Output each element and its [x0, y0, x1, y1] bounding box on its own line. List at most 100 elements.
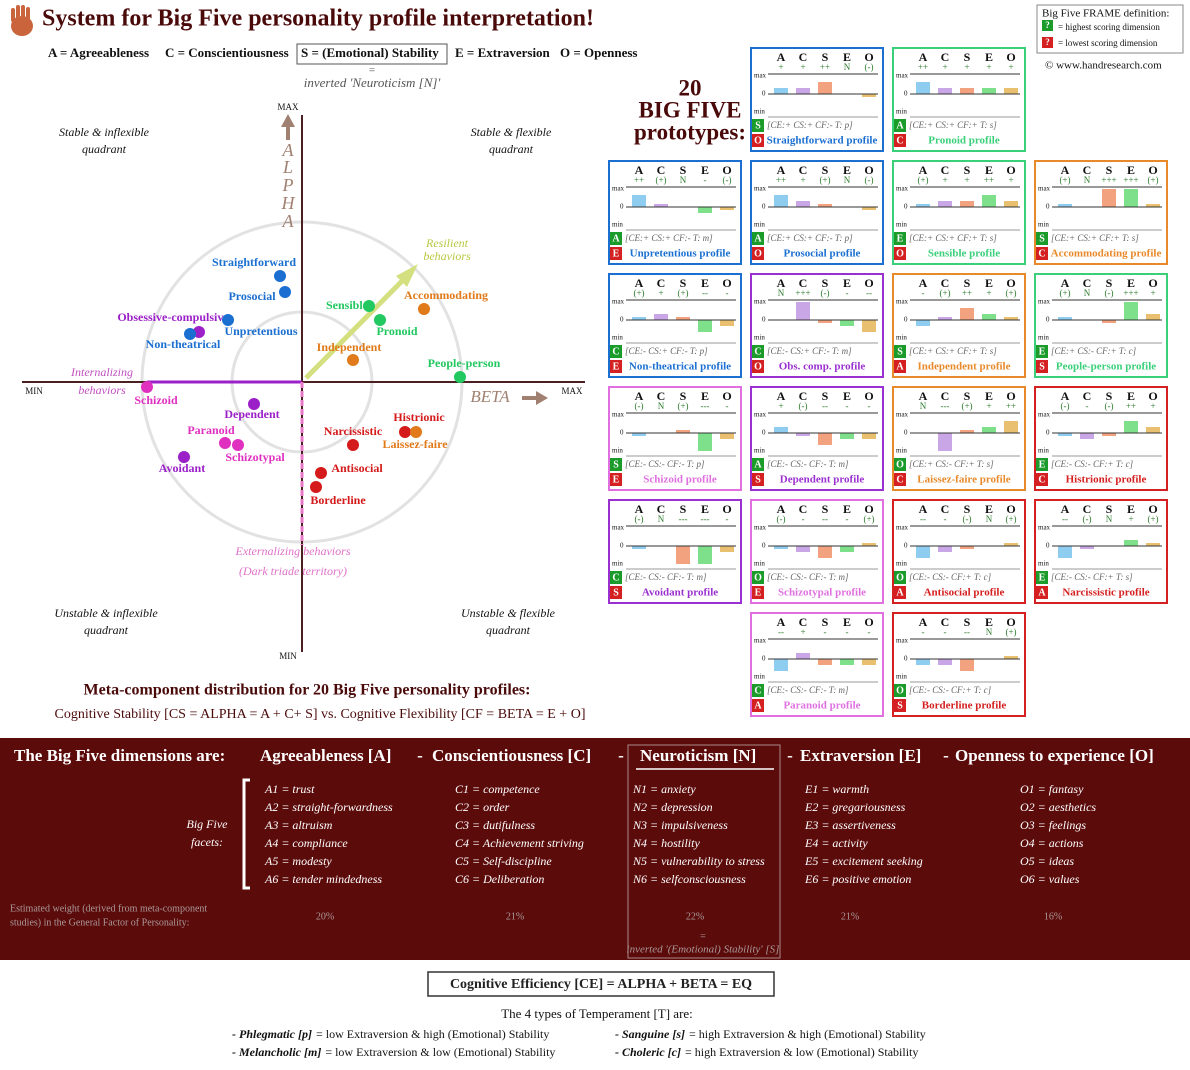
axis-zero: 0 — [904, 542, 908, 550]
mini-bar — [796, 546, 810, 552]
column-letter: A — [635, 389, 644, 403]
facet: C1 = competence — [455, 782, 540, 796]
low-letter: O — [754, 361, 762, 372]
sign: -- — [702, 288, 708, 298]
quadrant-label: Stable & inflexible — [59, 125, 150, 139]
low-swatch — [894, 699, 906, 712]
mini-bar — [1058, 433, 1072, 436]
neuroticism-box — [627, 744, 781, 959]
sign: ++ — [1006, 401, 1016, 411]
column-letter: C — [941, 163, 950, 177]
quadrant-label: quadrant — [489, 142, 534, 156]
point-label: Non-theatrical — [146, 337, 221, 351]
formula: [CE:+ CS:+ CF:+ T: s] — [909, 346, 997, 356]
low-swatch — [894, 473, 906, 486]
sign: (-) — [723, 175, 732, 185]
formula: [CE:+ CS:+ CF:- T: m] — [625, 233, 713, 243]
column-letter: C — [1083, 389, 1092, 403]
sign: - — [922, 288, 925, 298]
point-label: Accommodating — [404, 288, 488, 302]
sign: + — [1150, 401, 1155, 411]
high-letter: C — [754, 685, 761, 696]
profile-point — [410, 426, 422, 438]
sign: (+) — [633, 288, 644, 298]
mini-bar — [1124, 540, 1138, 546]
high-letter: O — [754, 572, 762, 583]
high-swatch — [610, 571, 622, 584]
column-letter: O — [864, 50, 873, 64]
column-letter: O — [1006, 615, 1015, 629]
facet: O2 = aesthetics — [1020, 800, 1096, 814]
formula: [CE:- CS:- CF:- T: m] — [767, 459, 849, 469]
low-swatch — [610, 473, 622, 486]
axis-zero: 0 — [620, 203, 624, 211]
formula: [CE:- CS:- CF:+ T: c] — [909, 572, 992, 582]
formula: [CE:+ CS:- CF:+ T: s] — [909, 459, 994, 469]
low-letter: E — [613, 474, 620, 485]
high-swatch — [1036, 345, 1048, 358]
mini-bar — [720, 433, 734, 439]
axis-max: max — [754, 185, 767, 193]
profile-card — [892, 160, 1026, 265]
mini-bar — [982, 427, 996, 433]
sign: + — [800, 62, 805, 72]
point-label: Paranoid — [187, 423, 235, 437]
alpha-letter: L — [282, 157, 293, 177]
sign: -- — [920, 514, 926, 524]
column-letter: C — [799, 615, 808, 629]
axis-zero: 0 — [762, 90, 766, 98]
facet: N5 = vulnerability to stress — [632, 854, 765, 868]
column-letter: O — [1006, 50, 1015, 64]
mini-bar — [632, 546, 646, 549]
profile-card — [892, 47, 1026, 152]
column-letter: A — [635, 502, 644, 516]
sign: N — [986, 514, 993, 524]
temperament-line: - Sanguine [s] = high Extraversion & high… — [615, 1027, 926, 1041]
alpha-letter: A — [282, 140, 295, 160]
axis-min: min — [896, 334, 907, 342]
high-letter: A — [896, 120, 904, 131]
sign: +++ — [1123, 288, 1138, 298]
low-letter: C — [1038, 474, 1045, 485]
axis-max: max — [754, 524, 767, 532]
profile-name: Independent profile — [917, 361, 1010, 373]
mini-bar — [982, 88, 996, 94]
resilient-label: behaviors — [423, 249, 471, 263]
high-swatch — [752, 119, 764, 132]
low-swatch — [1036, 360, 1048, 373]
low-letter: E — [613, 248, 620, 259]
sign: - — [846, 514, 849, 524]
dimensions-panel — [0, 738, 1190, 960]
caption-title: Meta-component distribution for 20 Big F… — [84, 682, 531, 699]
high-swatch — [894, 232, 906, 245]
column-letter: S — [964, 502, 971, 516]
axis-min: min — [896, 108, 907, 116]
sign: N — [844, 175, 851, 185]
column-letter: O — [1006, 276, 1015, 290]
sign: -- — [778, 627, 784, 637]
stability-box — [296, 43, 448, 65]
mini-bar — [698, 433, 712, 451]
column-letter: S — [964, 615, 971, 629]
axis-zero: 0 — [762, 429, 766, 437]
axis-max: max — [896, 298, 909, 306]
weight: 20% — [316, 911, 334, 922]
low-letter: A — [1038, 587, 1046, 598]
column-letter: S — [822, 50, 829, 64]
sign: N — [844, 62, 851, 72]
axis-max: max — [1038, 298, 1051, 306]
temperament-name: - Melancholic [m] — [232, 1045, 321, 1059]
dimension-name: Agreeableness [A] — [260, 746, 391, 765]
high-letter: E — [1039, 572, 1046, 583]
column-letter: O — [864, 502, 873, 516]
sign: (+) — [917, 175, 928, 185]
high-swatch — [752, 232, 764, 245]
column-letter: C — [941, 50, 950, 64]
point-label: Dependent — [224, 407, 279, 421]
sign: - — [846, 627, 849, 637]
column-letter: A — [919, 389, 928, 403]
mini-bar — [720, 546, 734, 552]
profile-card — [1034, 386, 1168, 491]
formula: [CE:- CS:+ CF:- T: m] — [767, 346, 852, 356]
column-letter: E — [843, 276, 851, 290]
